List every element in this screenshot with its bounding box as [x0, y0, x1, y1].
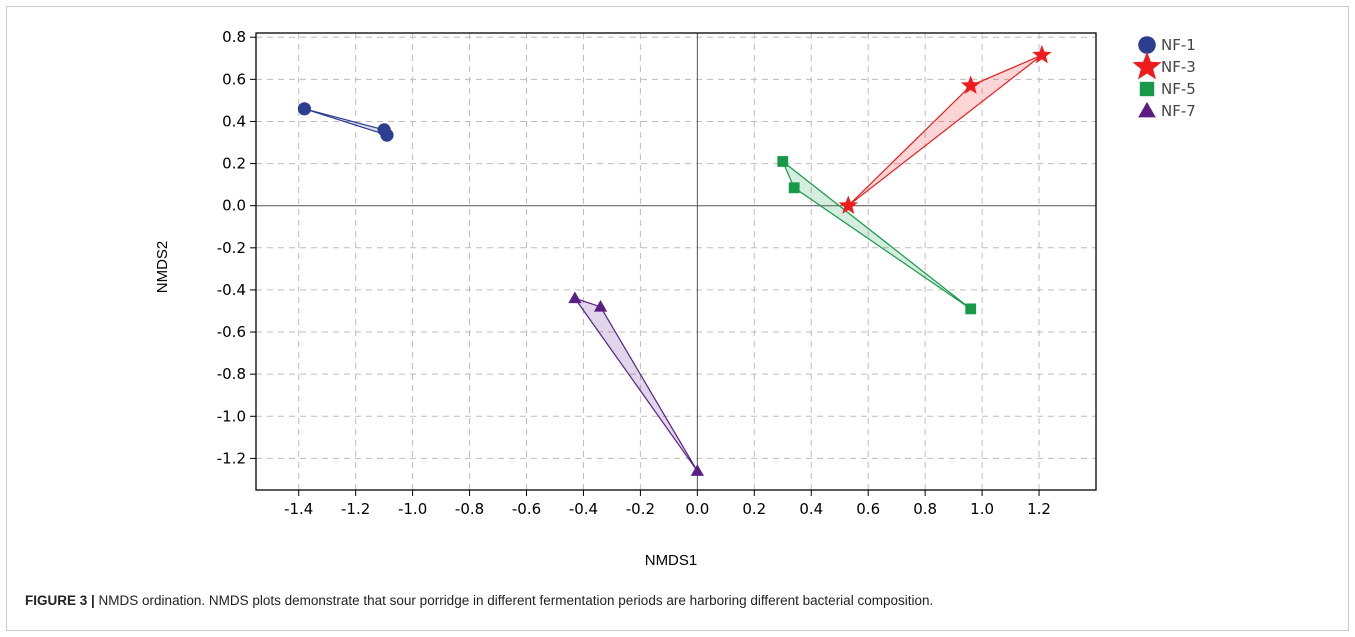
legend-marker-nf-3 — [1132, 51, 1162, 80]
y-tick-label: 0.4 — [222, 112, 246, 130]
legend-marker-nf-7 — [1138, 101, 1156, 118]
y-tick-label: 0.6 — [222, 70, 246, 88]
legend-label-nf-5: NF-5 — [1161, 80, 1196, 98]
hull-layer — [303, 54, 1043, 472]
x-tick-label: 1.2 — [1027, 500, 1051, 518]
x-tick-label: -1.0 — [398, 500, 427, 518]
y-tick-label: -0.8 — [217, 365, 246, 383]
y-tick-label: -1.2 — [217, 449, 246, 467]
x-tick-label: -1.4 — [284, 500, 313, 518]
legend: NF-1 NF-3 NF-5 NF-7 — [1132, 36, 1196, 120]
x-tick-label: 1.0 — [970, 500, 994, 518]
x-tick-label: -0.2 — [626, 500, 655, 518]
hull-nf-1 — [303, 108, 388, 136]
x-tick-label: 0.0 — [685, 500, 709, 518]
x-tick-label: -0.8 — [455, 500, 484, 518]
y-tick-label: 0.8 — [222, 28, 246, 46]
point-nf-7 — [593, 299, 608, 312]
legend-label-nf-7: NF-7 — [1161, 102, 1196, 120]
points-layer — [297, 44, 1052, 476]
axes-layer — [255, 32, 1097, 491]
x-tick-label: 0.6 — [856, 500, 880, 518]
legend-marker-nf-5 — [1139, 81, 1155, 97]
legend-marker-nf-1 — [1138, 36, 1156, 54]
y-tick-label: -0.6 — [217, 323, 246, 341]
y-tick-label: -1.0 — [217, 407, 246, 425]
x-tick-label: 0.8 — [913, 500, 937, 518]
y-tick-label: 0.0 — [222, 197, 246, 215]
point-nf-3 — [838, 195, 858, 214]
plot-frame — [255, 32, 1097, 491]
point-nf-5 — [965, 303, 977, 315]
grid-layer — [256, 33, 1096, 490]
y-tick-label: 0.2 — [222, 155, 246, 173]
hull-nf-5 — [782, 160, 972, 310]
y-tick-label: -0.4 — [217, 281, 246, 299]
nmds-chart: -1.4 -1.2 -1.0 -0.8 -0.6 -0.4 -0.2 0.0 0.2 0.4 0.6… — [154, 28, 1196, 569]
x-axis-title: NMDS1 — [645, 552, 698, 569]
y-axis-title: NMDS2 — [154, 241, 171, 294]
legend-label-nf-3: NF-3 — [1161, 58, 1196, 76]
legend-label-nf-1: NF-1 — [1161, 36, 1196, 54]
point-nf-7 — [568, 291, 582, 304]
point-nf-5 — [788, 182, 800, 194]
point-nf-7 — [690, 464, 704, 476]
point-nf-3 — [1032, 44, 1052, 64]
figure-frame: -1.4 -1.2 -1.0 -0.8 -0.6 -0.4 -0.2 0.0 0.2 0.4 0.6… — [6, 6, 1349, 631]
y-tick-label: -0.2 — [217, 239, 246, 257]
x-tick-label: 0.4 — [799, 500, 823, 518]
x-tick-label: 0.2 — [742, 500, 766, 518]
caption-text: NMDS ordination. NMDS plots demonstrate … — [94, 593, 934, 608]
x-tick-label: -1.2 — [341, 500, 370, 518]
hull-nf-3 — [847, 54, 1043, 207]
point-nf-1 — [297, 102, 312, 116]
point-nf-1 — [380, 128, 394, 142]
caption-label: FIGURE 3 | — [25, 593, 95, 608]
point-nf-3 — [961, 75, 981, 94]
ticks-layer: -1.4 -1.2 -1.0 -0.8 -0.6 -0.4 -0.2 0.0 0.2 0.4 0.6… — [217, 28, 1051, 518]
x-tick-label: -0.4 — [569, 500, 598, 518]
figure-caption: FIGURE 3 | NMDS ordination. NMDS plots d… — [25, 593, 1345, 608]
hull-nf-7 — [574, 297, 698, 472]
x-tick-label: -0.6 — [512, 500, 541, 518]
point-nf-5 — [777, 156, 789, 167]
